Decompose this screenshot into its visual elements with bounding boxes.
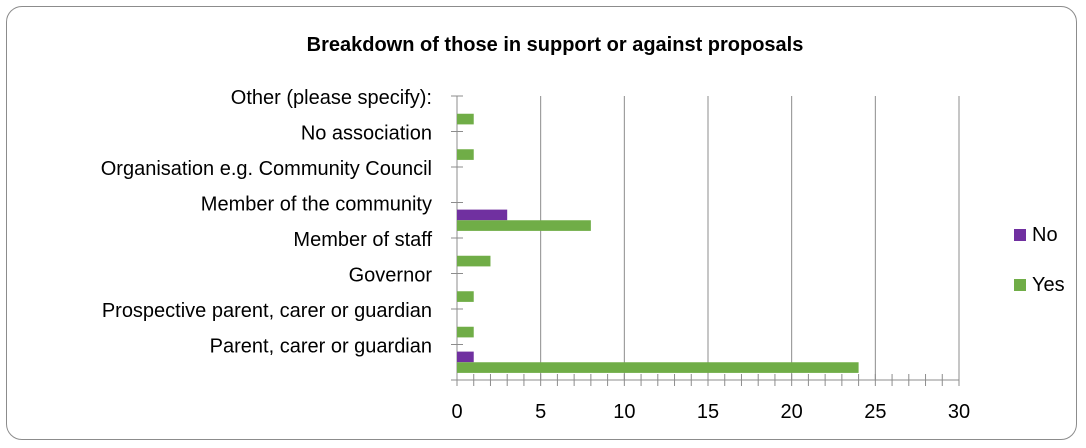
- bar-yes: [457, 220, 591, 231]
- x-tick-label: 0: [451, 401, 462, 423]
- legend-item-yes: Yes: [1014, 272, 1065, 298]
- category-label: Member of staff: [293, 229, 432, 251]
- legend: No Yes: [1014, 222, 1065, 322]
- category-label: Other (please specify):: [231, 87, 432, 109]
- bar-yes: [457, 255, 491, 267]
- bar-no: [457, 351, 474, 363]
- legend-label-yes: Yes: [1032, 273, 1065, 296]
- legend-swatch-yes: [1014, 279, 1026, 291]
- bar-yes: [457, 326, 474, 338]
- chart-title: Breakdown of those in support or against…: [306, 34, 804, 56]
- x-tick-label: 25: [864, 401, 886, 423]
- x-tick-label: 30: [948, 401, 970, 423]
- category-label: Member of the community: [201, 193, 432, 215]
- x-tick-label: 15: [697, 401, 719, 423]
- category-label: Parent, carer or guardian: [210, 335, 432, 357]
- legend-swatch-no: [1014, 229, 1026, 241]
- legend-label-no: No: [1032, 223, 1058, 246]
- x-tick-label: 10: [613, 401, 635, 423]
- bar-no: [457, 209, 508, 221]
- legend-item-no: No: [1014, 222, 1065, 248]
- category-label: No association: [301, 122, 432, 144]
- bar-yes: [457, 291, 474, 302]
- x-tick-label: 20: [781, 401, 803, 423]
- bar-yes: [457, 362, 859, 373]
- category-label: Prospective parent, carer or guardian: [102, 300, 432, 322]
- bar-yes: [457, 149, 474, 160]
- category-label: Governor: [349, 264, 433, 286]
- bar-yes: [457, 113, 474, 125]
- category-label: Organisation e.g. Community Council: [101, 158, 432, 180]
- x-tick-label: 5: [535, 401, 546, 423]
